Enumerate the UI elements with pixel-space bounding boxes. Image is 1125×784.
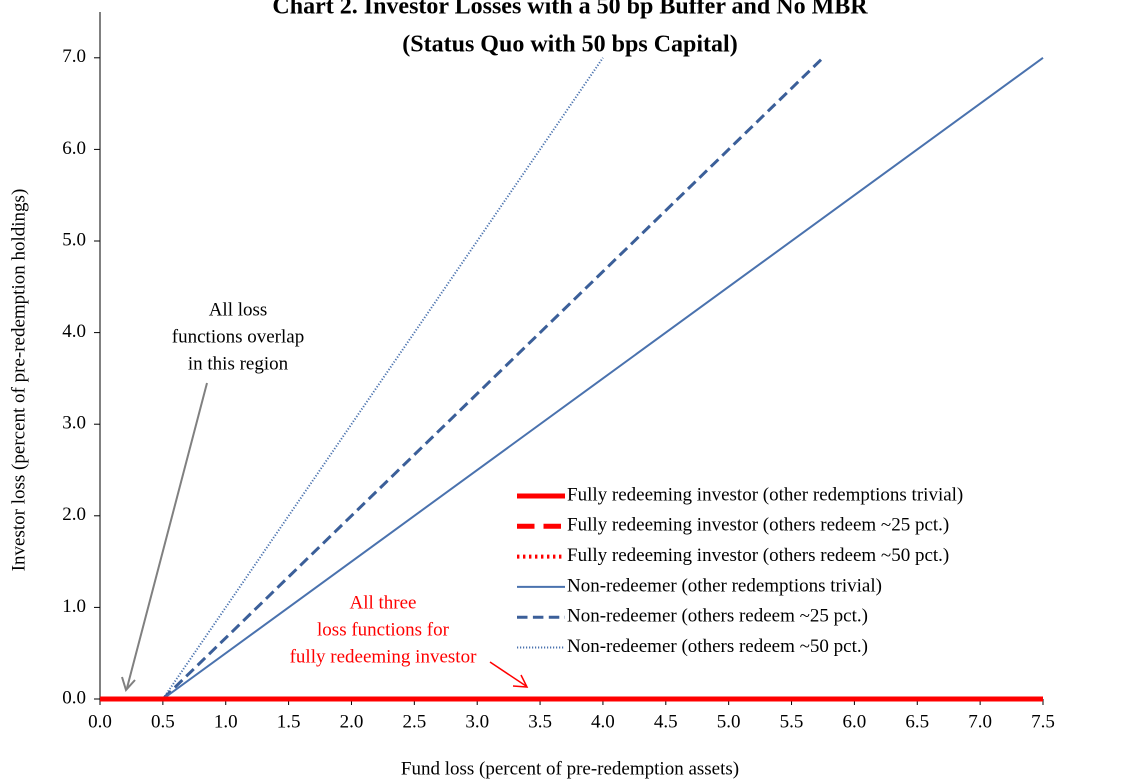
x-tick-label: 0.5: [151, 711, 175, 732]
annotation: in this region: [188, 353, 289, 374]
x-tick-label: 4.0: [591, 711, 615, 732]
annotation: All loss: [209, 299, 268, 320]
annotation-arrowhead: [512, 674, 529, 688]
annotation: All three: [349, 592, 416, 613]
x-tick-label: 7.5: [1031, 711, 1055, 732]
y-tick-label: 4.0: [62, 321, 86, 342]
x-tick-label: 4.5: [654, 711, 678, 732]
annotation-arrow: [489, 661, 527, 687]
x-tick-label: 5.5: [780, 711, 804, 732]
x-tick-label: 3.5: [528, 711, 552, 732]
legend-label: Non-redeemer (others redeem ~25 pct.): [567, 606, 868, 627]
chart-subtitle: (Status Quo with 50 bps Capital): [402, 32, 737, 58]
annotation: loss functions for: [317, 619, 450, 640]
legend-label: Non-redeemer (other redemptions trivial): [567, 575, 882, 596]
y-tick-label: 2.0: [62, 504, 86, 525]
x-tick-label: 7.0: [968, 711, 992, 732]
x-tick-label: 2.5: [402, 711, 426, 732]
series-line: [100, 56, 1044, 700]
legend-label: Non-redeemer (others redeem ~50 pct.): [567, 636, 868, 657]
annotation: fully redeeming investor: [290, 646, 477, 667]
x-tick-label: 6.0: [843, 711, 867, 732]
x-tick-label: 6.5: [905, 711, 929, 732]
y-tick-label: 0.0: [62, 687, 86, 708]
y-tick-label: 7.0: [62, 46, 86, 67]
legend-label: Fully redeeming investor (others redeem …: [567, 515, 949, 536]
x-tick-label: 0.0: [88, 711, 112, 732]
chart-title: Chart 2. Investor Losses with a 50 bp Bu…: [272, 0, 868, 20]
annotation-arrow: [126, 382, 208, 689]
series-line: [100, 56, 825, 701]
y-tick-label: 3.0: [62, 413, 86, 434]
y-axis-label: Investor loss (percent of pre-redemption…: [8, 189, 29, 572]
x-tick-label: 5.0: [717, 711, 741, 732]
x-axis-label: Fund loss (percent of pre-redemption ass…: [401, 758, 739, 779]
annotation-arrowhead: [121, 676, 136, 692]
annotation: functions overlap: [172, 326, 304, 347]
x-tick-label: 1.5: [277, 711, 301, 732]
x-tick-label: 3.0: [465, 711, 489, 732]
x-tick-label: 1.0: [214, 711, 238, 732]
legend-label: Fully redeeming investor (others redeem …: [567, 545, 949, 566]
y-tick-label: 1.0: [62, 596, 86, 617]
y-tick-label: 5.0: [62, 229, 86, 250]
x-tick-label: 2.0: [340, 711, 364, 732]
y-tick-label: 6.0: [62, 138, 86, 159]
legend-label: Fully redeeming investor (other redempti…: [567, 484, 963, 505]
